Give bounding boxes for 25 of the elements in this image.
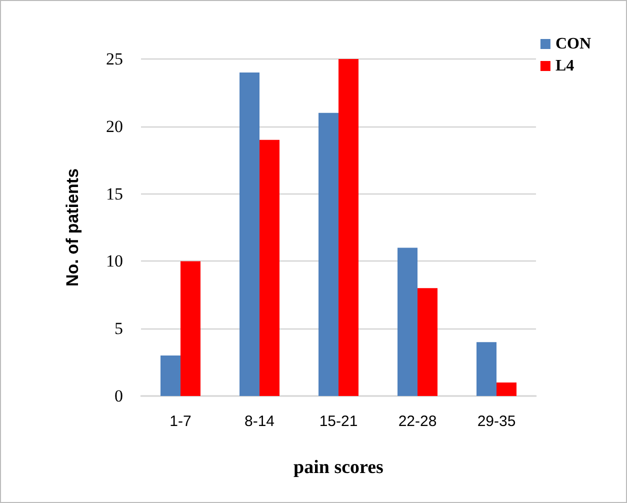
y-tick-label: 10: [106, 252, 123, 271]
legend-label: CON: [555, 36, 592, 52]
bar: [318, 112, 338, 396]
bar: [476, 342, 496, 396]
y-tick-label: 20: [106, 116, 123, 136]
bar: [240, 72, 260, 396]
x-tick-label: 15-21: [319, 413, 358, 430]
x-tick-label: 1-7: [170, 413, 192, 430]
bar: [180, 261, 200, 396]
x-tick-label: 22-28: [398, 413, 437, 430]
y-tick-label: 5: [114, 319, 123, 338]
y-tick-label: 15: [106, 184, 123, 204]
bar: [418, 288, 438, 396]
bar: [160, 356, 180, 396]
y-tick-label: 25: [106, 50, 123, 68]
bar: [398, 248, 418, 396]
x-tick-label: 8-14: [244, 413, 275, 430]
bar: [496, 382, 516, 396]
bar: [260, 140, 280, 396]
y-axis-title: No. of patients: [63, 168, 82, 287]
bar: [338, 59, 358, 396]
x-axis-title: pain scores: [294, 457, 384, 478]
legend-label: L4: [555, 58, 574, 74]
x-tick-label: 29-35: [477, 413, 516, 430]
y-tick-label: 0: [114, 386, 123, 406]
